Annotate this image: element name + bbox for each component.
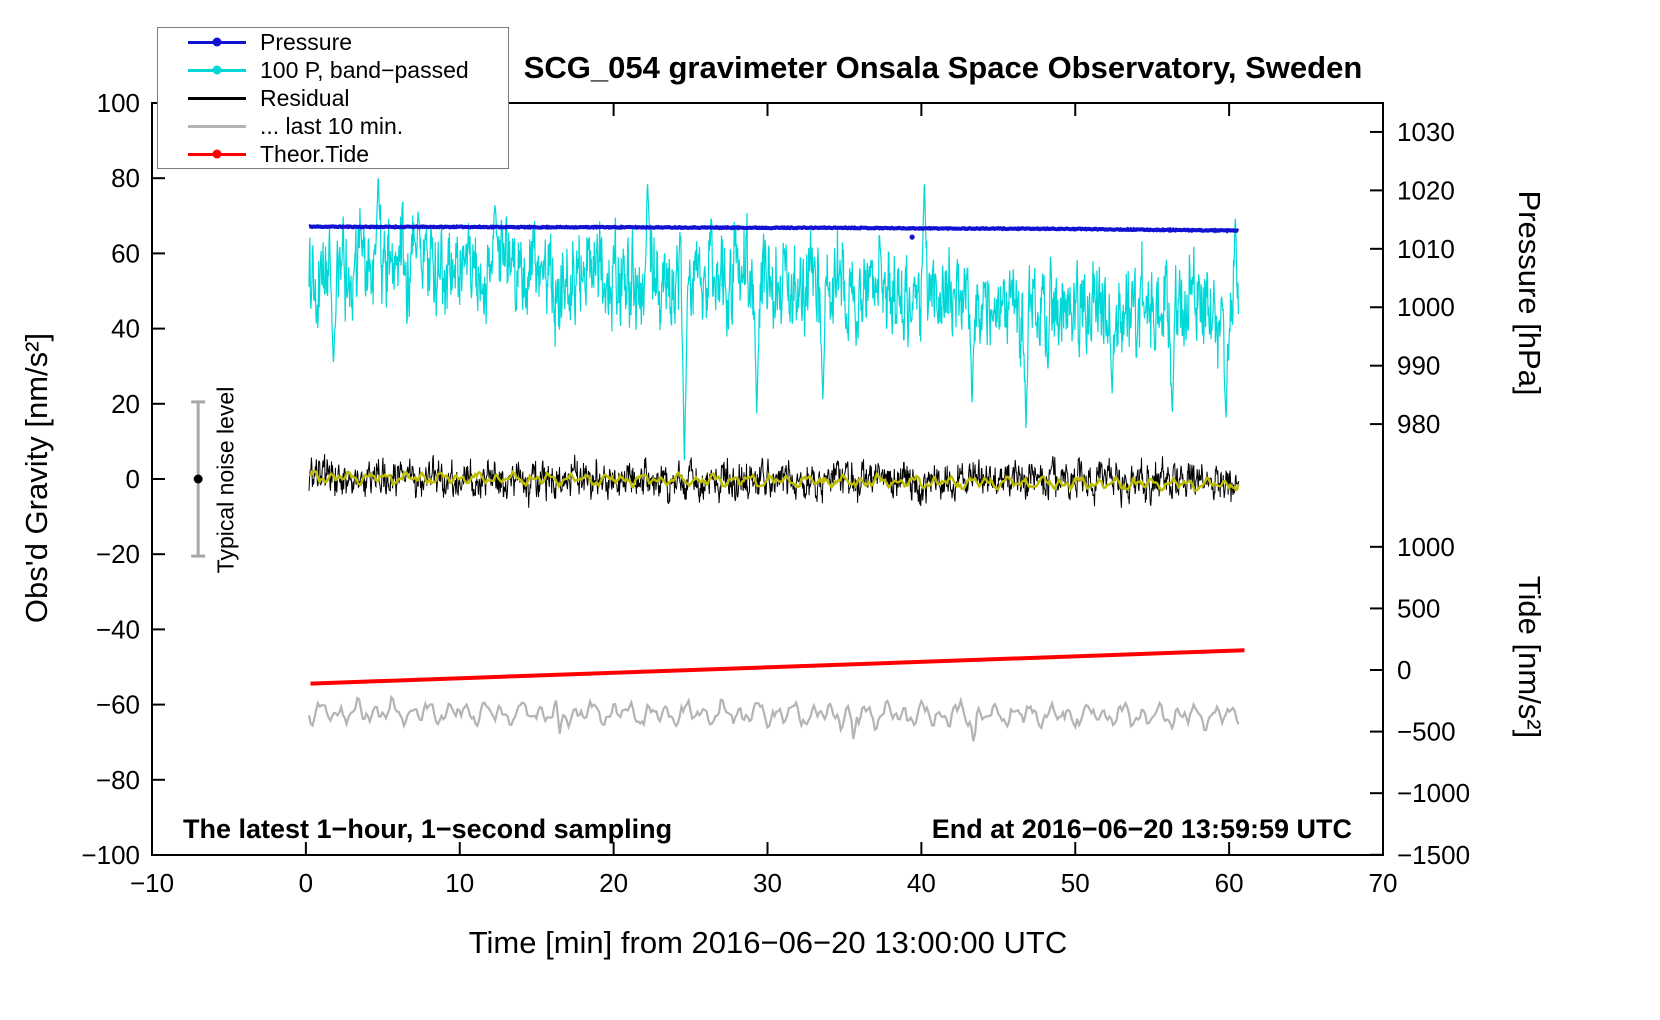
pressure-tick-label: 990 xyxy=(1397,351,1440,381)
y-axis-label-gravity: Obs'd Gravity [nm/s²] xyxy=(19,332,54,624)
y-axis-label-tide: Tide [nm/s²] xyxy=(1512,575,1547,739)
y-axis-label-pressure: Pressure [hPa] xyxy=(1512,190,1547,396)
tide-tick-label: −1500 xyxy=(1397,840,1470,870)
legend-marker-theor-tide xyxy=(188,149,246,159)
legend-label: Theor.Tide xyxy=(260,140,370,167)
legend-label: Pressure xyxy=(260,28,353,55)
noise-level-label: Typical noise level xyxy=(212,386,239,574)
pressure-tick-label: 1030 xyxy=(1397,117,1455,147)
chart-title: SCG_054 gravimeter Onsala Space Observat… xyxy=(523,50,1363,85)
gravity-tick-label: 60 xyxy=(111,238,140,268)
legend-marker-band-passed xyxy=(188,65,246,75)
legend-label: Residual xyxy=(260,84,350,111)
gravity-tick-label: −20 xyxy=(96,539,140,569)
legend-item-last-10-min: ... last 10 min. xyxy=(158,112,508,140)
legend: Pressure 100 P, band−passed Residual ...… xyxy=(157,27,509,169)
tide-tick-label: 500 xyxy=(1397,593,1440,623)
tide-tick-label: 0 xyxy=(1397,655,1411,685)
gravity-tick-label: 80 xyxy=(111,163,140,193)
legend-marker-last-10-min xyxy=(188,124,246,128)
x-tick-label: 20 xyxy=(599,868,628,898)
pressure-tick-label: 1020 xyxy=(1397,175,1455,205)
x-axis-label: Time [min] from 2016−06−20 13:00:00 UTC xyxy=(468,925,1068,960)
legend-dot xyxy=(212,37,222,47)
x-tick-label: −10 xyxy=(130,868,174,898)
series-band_passed_pressure_x100 xyxy=(308,178,1239,461)
gravity-tick-label: 20 xyxy=(111,389,140,419)
tide-tick-label: −1000 xyxy=(1397,778,1470,808)
gravity-tick-label: −60 xyxy=(96,690,140,720)
legend-dot xyxy=(212,149,222,159)
legend-label: 100 P, band−passed xyxy=(260,56,469,83)
pressure-tick-label: 1010 xyxy=(1397,234,1455,264)
series-theoretical_tide xyxy=(310,648,1245,686)
gravity-tick-label: 0 xyxy=(126,464,140,494)
noise-level-marker xyxy=(191,400,206,558)
x-tick-label: 30 xyxy=(753,868,782,898)
series-residual_last_10min xyxy=(307,694,1240,742)
tide-tick-label: −500 xyxy=(1397,717,1456,747)
x-tick-label: 10 xyxy=(445,868,474,898)
series-pressure xyxy=(308,224,1240,240)
x-tick-label: 40 xyxy=(907,868,936,898)
sampling-note: The latest 1−hour, 1−second sampling xyxy=(183,814,673,844)
x-tick-label: 70 xyxy=(1369,868,1398,898)
tide-tick-label: 1000 xyxy=(1397,532,1455,562)
pressure-tick-label: 980 xyxy=(1397,409,1440,439)
outlier-point xyxy=(909,234,915,240)
axis-tick-labels: −10 0 10 20 30 40 50 60 70−100−80−60−40−20020406… xyxy=(81,88,1470,898)
series-residual_smoothed_overlay xyxy=(308,469,1240,493)
noise-level-dot xyxy=(193,474,203,484)
legend-marker-pressure xyxy=(188,37,246,47)
legend-item-pressure: Pressure xyxy=(158,28,508,56)
x-tick-label: 0 xyxy=(299,868,313,898)
gravity-tick-label: −40 xyxy=(96,614,140,644)
legend-item-theor-tide: Theor.Tide xyxy=(158,140,508,168)
x-tick-label: 60 xyxy=(1215,868,1244,898)
legend-item-band-passed: 100 P, band−passed xyxy=(158,56,508,84)
pressure-tick-label: 1000 xyxy=(1397,292,1455,322)
plot-frame xyxy=(151,102,1384,856)
legend-item-residual: Residual xyxy=(158,84,508,112)
legend-label: ... last 10 min. xyxy=(260,112,404,139)
legend-dot xyxy=(212,65,222,75)
gravity-tick-label: 100 xyxy=(97,88,140,118)
legend-marker-residual xyxy=(188,96,246,100)
gravity-tick-label: −100 xyxy=(81,840,140,870)
end-time-note: End at 2016−06−20 13:59:59 UTC xyxy=(931,814,1352,844)
x-tick-label: 50 xyxy=(1061,868,1090,898)
gravity-tick-label: −80 xyxy=(96,765,140,795)
gravity-tick-label: 40 xyxy=(111,314,140,344)
